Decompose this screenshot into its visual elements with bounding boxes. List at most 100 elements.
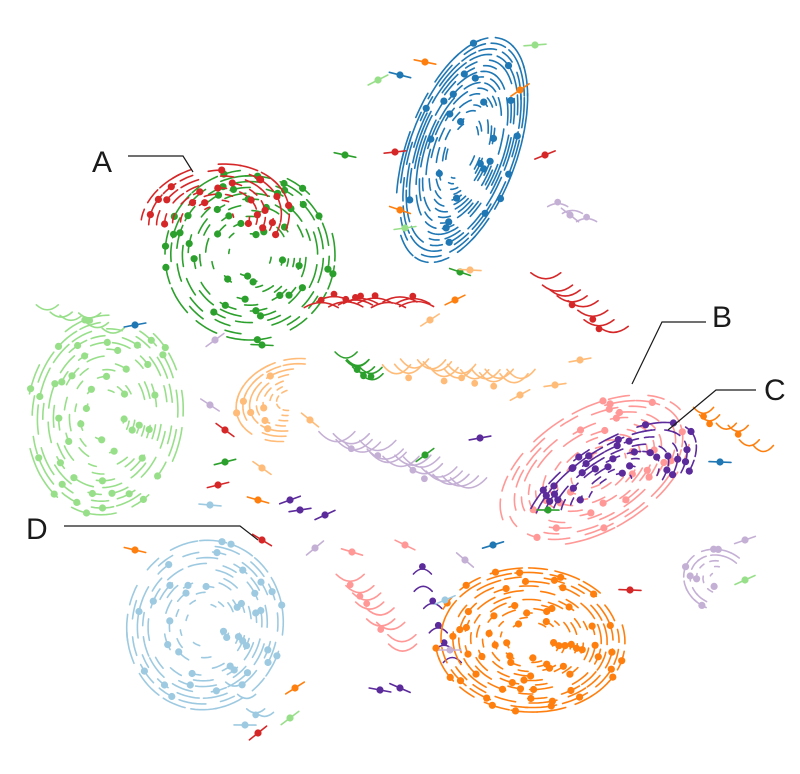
flow-arc <box>647 394 665 400</box>
callout-label-d: D <box>26 513 48 546</box>
flow-point <box>507 96 515 105</box>
flow-arc <box>37 456 55 485</box>
flow-arc <box>450 669 467 687</box>
flow-arc <box>408 167 413 201</box>
flow-point <box>480 98 488 106</box>
flow-point <box>653 453 661 461</box>
flow-arc <box>180 389 184 417</box>
flow-arc <box>699 563 705 569</box>
flow-arc <box>429 243 444 247</box>
flow-point <box>529 654 537 662</box>
flow-arc <box>607 468 616 474</box>
scatter-point <box>221 458 229 466</box>
flow-arc <box>478 120 483 132</box>
flow-arc <box>510 452 524 471</box>
flow-arc <box>426 120 440 150</box>
scatter-point <box>441 596 449 604</box>
flow-arc <box>499 372 529 384</box>
flow-arc <box>429 366 459 378</box>
flow-arc <box>559 415 579 427</box>
scatter-point <box>396 684 404 692</box>
flow-arc <box>509 515 518 528</box>
flow-arc <box>412 112 428 148</box>
flow-arc <box>331 232 336 262</box>
flow-arc <box>171 426 183 463</box>
flow-point <box>36 392 44 401</box>
flow-arc <box>262 284 275 293</box>
flow-arc <box>179 629 183 637</box>
flow-point <box>504 62 513 70</box>
flow-point <box>529 506 537 514</box>
flow-arc <box>317 257 325 284</box>
flow-arc <box>164 230 170 255</box>
flow-arc <box>276 386 284 391</box>
flow-point <box>108 489 116 497</box>
flow-point <box>554 198 562 206</box>
flow-point <box>166 617 174 625</box>
flow-point <box>419 563 426 570</box>
flow-arc <box>167 568 184 581</box>
flow-arc <box>560 498 567 511</box>
flow-arc <box>527 483 531 496</box>
scatter-point <box>401 224 409 232</box>
flow-arc <box>162 353 174 379</box>
flow-arc <box>616 505 649 528</box>
flow-arc <box>273 285 283 293</box>
flow-point <box>626 462 634 470</box>
flow-arc <box>455 666 468 681</box>
flow-arc <box>90 499 110 503</box>
flow-arc <box>140 425 146 437</box>
flow-arc <box>469 202 482 218</box>
flow-point <box>464 650 472 658</box>
flow-arc <box>628 405 647 409</box>
flow-arc <box>186 185 200 193</box>
flow-arc <box>370 301 407 309</box>
flow-arc <box>369 451 407 464</box>
flow-arc <box>571 672 589 686</box>
flow-point <box>239 637 247 645</box>
flow-arc <box>473 613 481 624</box>
flow-arc <box>274 204 290 216</box>
flow-arc <box>428 178 432 191</box>
flow-point <box>261 206 269 214</box>
flow-arc <box>626 428 637 433</box>
flow-point <box>221 301 229 309</box>
flow-point <box>114 346 122 355</box>
flow-arc <box>241 561 258 578</box>
flow-arc <box>561 209 584 215</box>
flow-arc <box>418 178 422 202</box>
flow-point <box>196 188 204 196</box>
flow-point <box>218 538 226 546</box>
flow-point <box>591 465 599 473</box>
flow-arc <box>480 70 498 77</box>
flow-arc <box>520 96 526 129</box>
flow-arc <box>217 163 243 167</box>
scatter-point <box>516 86 524 94</box>
scatter-point <box>551 381 559 389</box>
flow-point <box>446 673 454 682</box>
flow-arc <box>453 195 467 206</box>
flow-arc <box>190 707 218 711</box>
flow-point <box>253 336 261 344</box>
flow-point <box>51 380 59 388</box>
flow-arc <box>438 127 446 142</box>
scatter-point <box>131 546 139 554</box>
flow-arc <box>413 585 433 593</box>
flow-arc <box>200 281 211 295</box>
flow-point <box>618 469 626 477</box>
flow-point <box>686 572 694 580</box>
flow-arc <box>224 193 234 197</box>
flow-arc <box>497 670 510 678</box>
flow-arc <box>271 315 292 326</box>
flow-arc <box>539 590 556 596</box>
flow-arc <box>91 471 105 475</box>
flow-arc <box>228 248 231 255</box>
flow-arc <box>697 555 708 562</box>
flow-arc <box>281 606 285 636</box>
flow-arc <box>571 400 604 415</box>
flow-point <box>135 607 143 616</box>
flow-arc <box>148 657 165 679</box>
flow-point <box>516 569 524 577</box>
flow-arc <box>387 643 418 652</box>
flow-arc <box>574 695 593 706</box>
